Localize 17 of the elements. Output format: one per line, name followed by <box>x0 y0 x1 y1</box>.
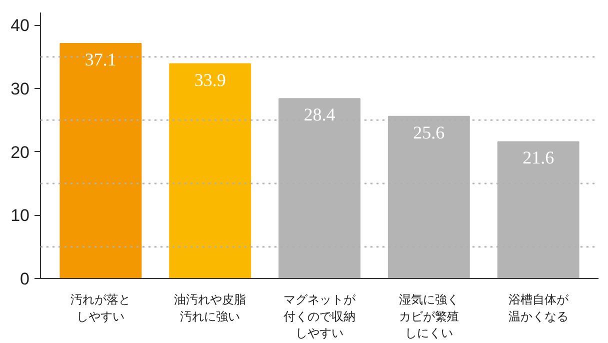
data-label: 25.6 <box>413 122 445 142</box>
y-tick-label: 10 <box>10 206 30 226</box>
bar <box>169 63 252 278</box>
y-tick-label: 20 <box>10 142 30 162</box>
data-label: 21.6 <box>522 148 554 168</box>
data-label: 28.4 <box>304 104 336 125</box>
x-tick-label: 油汚れや皮脂汚れに強い <box>174 292 246 324</box>
y-tick-label: 30 <box>10 80 30 98</box>
x-tick-label: マグネットが付くので収納しやすい <box>282 292 356 340</box>
y-tick-label: 40 <box>10 16 30 36</box>
bar <box>60 43 142 278</box>
y-tick-label: 0 <box>20 270 30 288</box>
x-tick-label: 浴槽自体が温かくなる <box>508 292 570 324</box>
data-label: 33.9 <box>194 70 226 90</box>
data-label: 37.1 <box>84 50 116 70</box>
x-tick-label: 汚れが落としやすい <box>70 292 131 324</box>
x-tick-label: 湿気に強くカビが繁殖しにくい <box>398 292 459 340</box>
